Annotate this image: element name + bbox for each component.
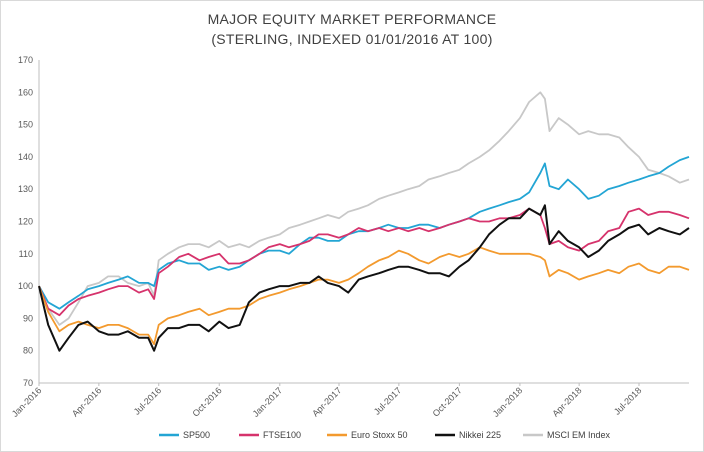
y-tick-label: 120 xyxy=(18,217,33,227)
y-tick-label: 140 xyxy=(18,152,33,162)
x-tick-label: Oct-2016 xyxy=(190,385,223,418)
x-tick-label: Apr-2018 xyxy=(550,385,583,418)
x-tick-label: Oct-2017 xyxy=(431,385,464,418)
series-line-nikkei-225 xyxy=(38,204,690,352)
y-tick-label: 80 xyxy=(23,346,33,356)
series-line-sp500 xyxy=(38,156,690,310)
y-tick-label: 130 xyxy=(18,184,33,194)
y-tick-label: 100 xyxy=(18,281,33,291)
series-line-ftse100 xyxy=(38,207,690,317)
y-tick-label: 160 xyxy=(18,87,33,97)
legend-label-msci-em-index: MSCI EM Index xyxy=(547,430,611,440)
x-tick-label: Jul-2016 xyxy=(132,385,163,416)
series-line-euro-stoxx-50 xyxy=(38,246,690,346)
x-tick-label: Apr-2017 xyxy=(310,385,343,418)
legend-label-ftse100: FTSE100 xyxy=(263,430,301,440)
x-tick-label: Jul-2018 xyxy=(612,385,643,416)
y-tick-label: 90 xyxy=(23,313,33,323)
y-tick-label: 150 xyxy=(18,120,33,130)
legend-label-sp500: SP500 xyxy=(183,430,210,440)
legend-label-euro-stoxx-50: Euro Stoxx 50 xyxy=(351,430,408,440)
x-tick-label: Apr-2016 xyxy=(70,385,103,418)
x-tick-label: Jan-2017 xyxy=(251,385,285,419)
y-tick-label: 70 xyxy=(23,378,33,388)
series-line-msci-em-index xyxy=(38,91,690,326)
x-tick-label: Jan-2018 xyxy=(491,385,525,419)
y-tick-label: 110 xyxy=(19,249,33,259)
x-tick-label: Jul-2017 xyxy=(372,385,403,416)
y-tick-label: 170 xyxy=(18,55,33,65)
legend-label-nikkei-225: Nikkei 225 xyxy=(459,430,501,440)
chart-title: MAJOR EQUITY MARKET PERFORMANCE xyxy=(207,11,497,27)
x-tick-label: Jan-2016 xyxy=(10,385,44,419)
chart-subtitle: (STERLING, INDEXED 01/01/2016 AT 100) xyxy=(211,31,493,47)
